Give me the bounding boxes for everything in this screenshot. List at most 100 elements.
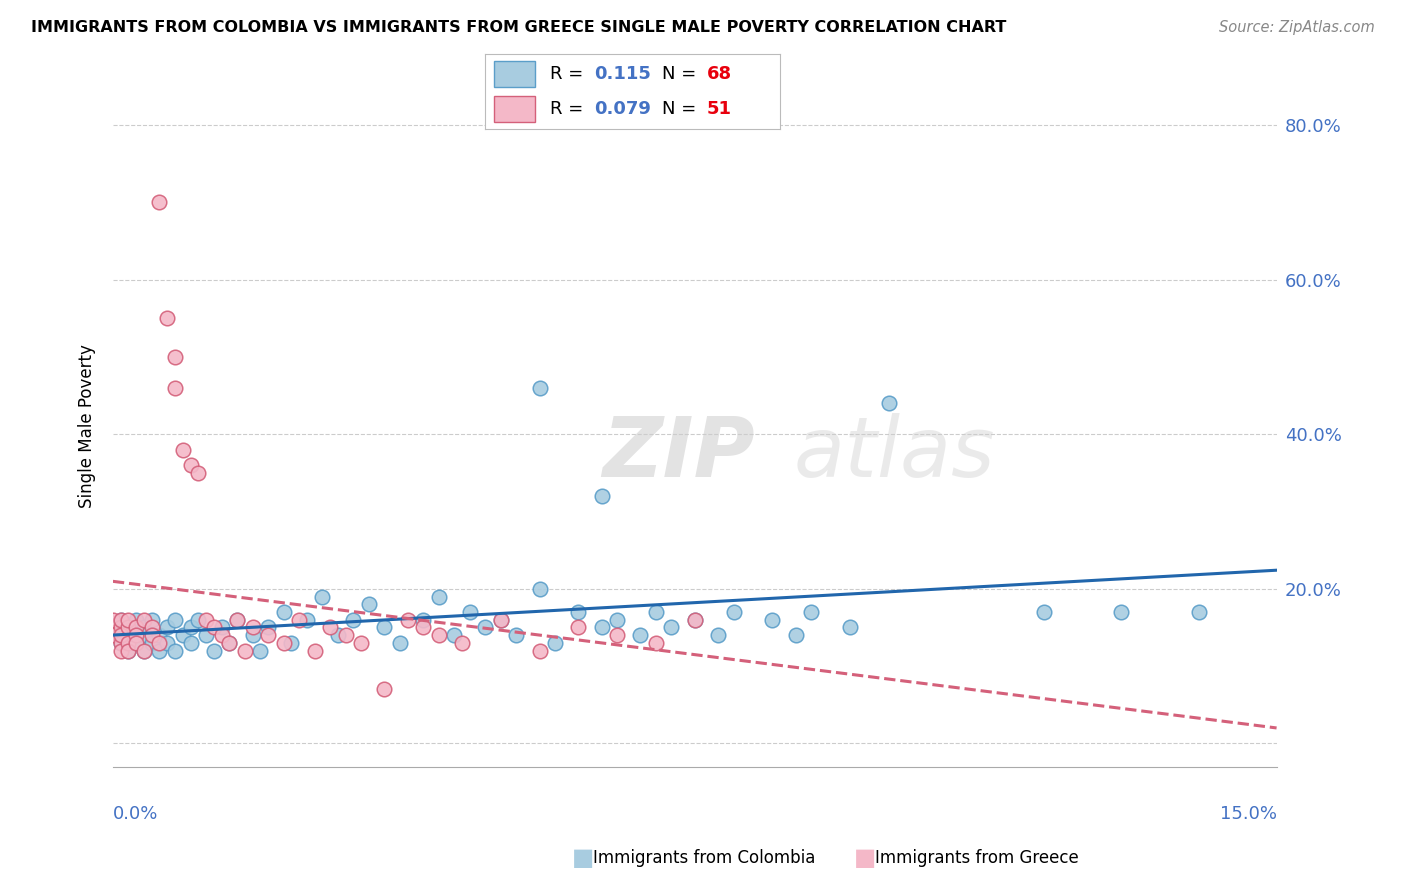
Text: 15.0%: 15.0% (1219, 805, 1277, 823)
Point (132, 613, 155, 627)
Point (117, 636, 139, 650)
Point (132, 628, 155, 642)
Point (163, 350, 186, 364)
Point (645, 605, 668, 619)
Point (226, 613, 249, 627)
Point (683, 613, 706, 627)
Point (591, 489, 613, 503)
Point (117, 643, 139, 657)
Point (838, 620, 860, 634)
Point (342, 613, 364, 627)
Point (125, 636, 148, 650)
Point (544, 636, 567, 650)
Point (529, 381, 551, 395)
Point (273, 605, 295, 619)
Point (101, 613, 124, 627)
Point (591, 620, 613, 634)
Point (412, 620, 434, 634)
Point (373, 682, 395, 697)
Point (645, 636, 668, 650)
Point (396, 613, 419, 627)
Text: Immigrants from Colombia: Immigrants from Colombia (593, 849, 815, 867)
Point (132, 620, 155, 634)
Point (257, 620, 280, 634)
Point (427, 628, 450, 642)
Text: 0.079: 0.079 (595, 100, 651, 118)
Point (373, 620, 395, 634)
Text: 0.0%: 0.0% (112, 805, 159, 823)
Point (132, 643, 155, 657)
Point (357, 597, 380, 611)
Text: N =: N = (662, 65, 702, 83)
Point (785, 628, 807, 642)
Point (202, 643, 225, 657)
Point (412, 613, 434, 627)
Point (141, 620, 163, 634)
Point (249, 643, 271, 657)
Point (606, 613, 628, 627)
FancyBboxPatch shape (494, 96, 536, 122)
Point (630, 628, 652, 642)
Text: 68: 68 (706, 65, 731, 83)
Point (661, 620, 683, 634)
Point (110, 613, 132, 627)
Text: IMMIGRANTS FROM COLOMBIA VS IMMIGRANTS FROM GREECE SINGLE MALE POVERTY CORRELATI: IMMIGRANTS FROM COLOMBIA VS IMMIGRANTS F… (31, 20, 1007, 35)
Point (110, 643, 132, 657)
Point (1188, 605, 1211, 619)
Text: ZIP: ZIP (602, 413, 754, 494)
Point (761, 613, 783, 627)
Text: R =: R = (550, 65, 589, 83)
Point (474, 620, 496, 634)
Point (195, 613, 218, 627)
Point (156, 311, 179, 326)
Point (319, 620, 342, 634)
Point (288, 613, 311, 627)
Point (326, 628, 349, 642)
Point (179, 458, 202, 472)
Point (110, 620, 132, 634)
FancyBboxPatch shape (494, 62, 536, 87)
Point (148, 195, 170, 210)
Point (163, 613, 186, 627)
Point (800, 605, 823, 619)
Point (529, 643, 551, 657)
Text: Immigrants from Greece: Immigrants from Greece (875, 849, 1078, 867)
Point (226, 613, 249, 627)
Point (141, 613, 163, 627)
Point (489, 613, 512, 627)
Text: 51: 51 (706, 100, 731, 118)
Point (567, 620, 589, 634)
Point (242, 628, 264, 642)
Point (257, 628, 280, 642)
Point (156, 620, 179, 634)
Point (187, 613, 209, 627)
Point (179, 636, 202, 650)
Point (606, 628, 628, 642)
Point (148, 636, 170, 650)
Point (451, 636, 474, 650)
Text: Source: ZipAtlas.com: Source: ZipAtlas.com (1219, 20, 1375, 35)
Point (202, 620, 225, 634)
Point (443, 628, 465, 642)
Text: 0.115: 0.115 (595, 65, 651, 83)
Point (311, 590, 333, 604)
Y-axis label: Single Male Poverty: Single Male Poverty (79, 344, 96, 508)
Point (117, 643, 139, 657)
Text: N =: N = (662, 100, 702, 118)
Point (101, 628, 124, 642)
Point (163, 381, 186, 395)
Point (295, 613, 318, 627)
Text: ■: ■ (572, 847, 595, 870)
Point (117, 620, 139, 634)
Point (273, 636, 295, 650)
Point (187, 466, 209, 480)
Point (148, 628, 170, 642)
Text: R =: R = (550, 100, 589, 118)
Point (125, 613, 148, 627)
Point (172, 442, 194, 457)
Point (125, 620, 148, 634)
Point (117, 613, 139, 627)
Point (388, 636, 411, 650)
Point (567, 605, 589, 619)
Point (141, 628, 163, 642)
